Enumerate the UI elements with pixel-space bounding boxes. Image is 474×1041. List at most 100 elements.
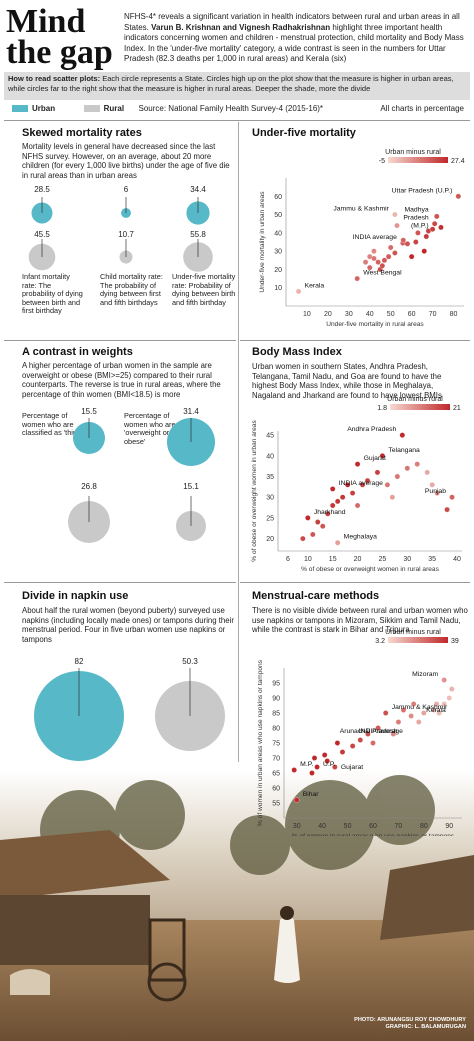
point-annotation: Gujarat (364, 455, 386, 462)
data-point (379, 453, 386, 459)
data-point (423, 233, 430, 240)
data-point (367, 264, 373, 271)
point-annotation: INDIA average (359, 728, 403, 735)
label-child-mortality: Child mortality rate: The probability of… (100, 272, 163, 307)
legend-note: All charts in percentage (380, 104, 464, 113)
data-point (390, 731, 397, 737)
y-tick-label: 85 (272, 711, 280, 718)
point-annotation-line: Kerala (305, 282, 325, 289)
x-tick-label: 70 (429, 311, 437, 318)
mortality-bubbles (28, 197, 213, 272)
data-point (449, 686, 455, 692)
point-annotation-line: Bihar (303, 791, 320, 798)
data-point (404, 465, 411, 471)
point-annotation: Arunachal Pradesh (340, 728, 398, 735)
data-point (431, 707, 437, 713)
label-thin: Percentage of women who are classified a… (22, 411, 79, 438)
intro-authors: Varun B. Krishnan and Vignesh Radhakrish… (151, 22, 331, 32)
y-tick-label: 55 (272, 801, 280, 808)
label-infant-mortality: Infant mortality rate: The probability o… (22, 272, 83, 316)
point-annotation: INDIA average (339, 480, 383, 487)
data-point (410, 701, 417, 707)
x-tick-label: 50 (387, 311, 395, 318)
colorbar-label: Urban minus rural (385, 149, 441, 156)
y-tick-label: 30 (274, 249, 282, 256)
data-point (362, 259, 369, 265)
colorbar-min: 3.2 (375, 638, 385, 645)
data-point (446, 695, 453, 701)
value-urban: 6 (123, 185, 129, 194)
data-point (334, 498, 341, 505)
data-point (375, 725, 381, 731)
y-tick-label: 65 (272, 771, 280, 778)
section-title-bmi: Body Mass Index (252, 346, 342, 358)
x-tick-label: 70 (395, 823, 403, 830)
colorbar-label: Urban minus rural (385, 629, 441, 636)
value-urban: 28.5 (34, 185, 50, 194)
point-annotation-line: (M.P.) (411, 223, 429, 230)
y-tick-label: 60 (274, 194, 282, 201)
point-annotation: Meghalaya (344, 534, 377, 541)
howto-label: How to read scatter plots: (8, 74, 101, 83)
data-point (408, 713, 414, 719)
x-tick-label: 90 (445, 823, 453, 830)
data-point (293, 797, 300, 803)
data-point (324, 511, 331, 517)
data-point (394, 222, 400, 229)
x-tick-label: 60 (408, 311, 416, 318)
data-point (415, 230, 421, 236)
point-annotation-line: Jammu & Kashmir (333, 206, 389, 213)
data-point (455, 193, 462, 200)
label-overweight: Percentage of women who are 'overweight … (124, 411, 176, 446)
data-point (291, 767, 297, 773)
data-point (310, 531, 316, 538)
x-tick-label: 15 (329, 556, 337, 563)
intro-text: NFHS-4* reveals a significant variation … (124, 12, 464, 65)
data-point (400, 237, 407, 243)
data-point (314, 764, 320, 770)
section-body-mortality: Mortality levels in general have decreas… (22, 142, 230, 180)
x-tick-label: 30 (403, 556, 411, 563)
point-annotation: Bihar (303, 791, 320, 798)
point-annotation-line: Gujarat (364, 455, 386, 462)
divider (4, 340, 236, 341)
colorbar-max: 39 (451, 638, 459, 645)
point-annotation-line: Jharkhand (314, 509, 346, 516)
y-axis-label: % of women in urban areas who use napkin… (257, 659, 264, 826)
data-point (320, 523, 326, 529)
data-point (334, 539, 341, 546)
data-point (444, 506, 450, 513)
napkin-bubbles (34, 668, 225, 761)
point-annotation-line: Madhya (404, 207, 428, 214)
data-point (394, 473, 401, 480)
page-title: Mind the gap (6, 3, 113, 71)
point-annotation-line: Kerala (426, 707, 446, 714)
data-point (408, 253, 415, 260)
x-tick-label: 40 (366, 311, 374, 318)
x-axis-label: % of obese or overweight women in rural … (301, 566, 440, 573)
data-point (434, 213, 440, 220)
x-tick-label: 40 (318, 823, 326, 830)
data-point (421, 248, 427, 254)
data-point (349, 490, 356, 496)
howto-box: How to read scatter plots: Each circle r… (4, 72, 470, 100)
colorbar (388, 157, 448, 163)
section-title-napkin: Divide in napkin use (22, 590, 129, 602)
point-annotation-line: Jammu & Kashmir (392, 704, 448, 711)
y-tick-label: 70 (272, 756, 280, 763)
y-tick-label: 90 (272, 696, 280, 703)
point-annotation: Gujarat (341, 764, 363, 771)
x-tick-label: 30 (345, 311, 353, 318)
x-tick-label: 80 (420, 823, 428, 830)
point-annotation: INDIA average (353, 234, 397, 241)
x-tick-label: 35 (428, 556, 436, 563)
value-urban: 15.5 (81, 407, 97, 416)
data-point (438, 224, 444, 231)
data-point (339, 749, 346, 755)
y-tick-label: 20 (274, 267, 282, 274)
point-annotation: Punjab (425, 488, 446, 495)
point-annotation-line: Telangana (388, 447, 420, 454)
weights-bubbles (68, 418, 215, 543)
point-annotation: Mizoram (412, 671, 438, 678)
data-point (344, 482, 351, 488)
